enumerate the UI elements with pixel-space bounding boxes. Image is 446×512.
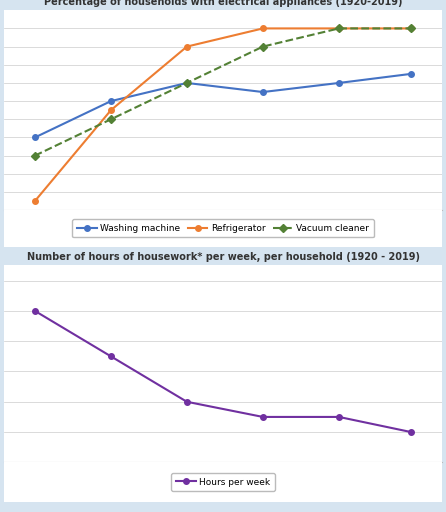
Legend: Hours per week: Hours per week (171, 473, 275, 491)
Title: Number of hours of housework* per week, per household (1920 - 2019): Number of hours of housework* per week, … (26, 252, 420, 262)
Legend: Washing machine, Refrigerator, Vacuum cleaner: Washing machine, Refrigerator, Vacuum cl… (72, 219, 374, 238)
X-axis label: Year: Year (212, 228, 234, 238)
X-axis label: Year: Year (212, 480, 234, 490)
Title: Percentage of households with electrical appliances (1920-2019): Percentage of households with electrical… (44, 0, 402, 7)
